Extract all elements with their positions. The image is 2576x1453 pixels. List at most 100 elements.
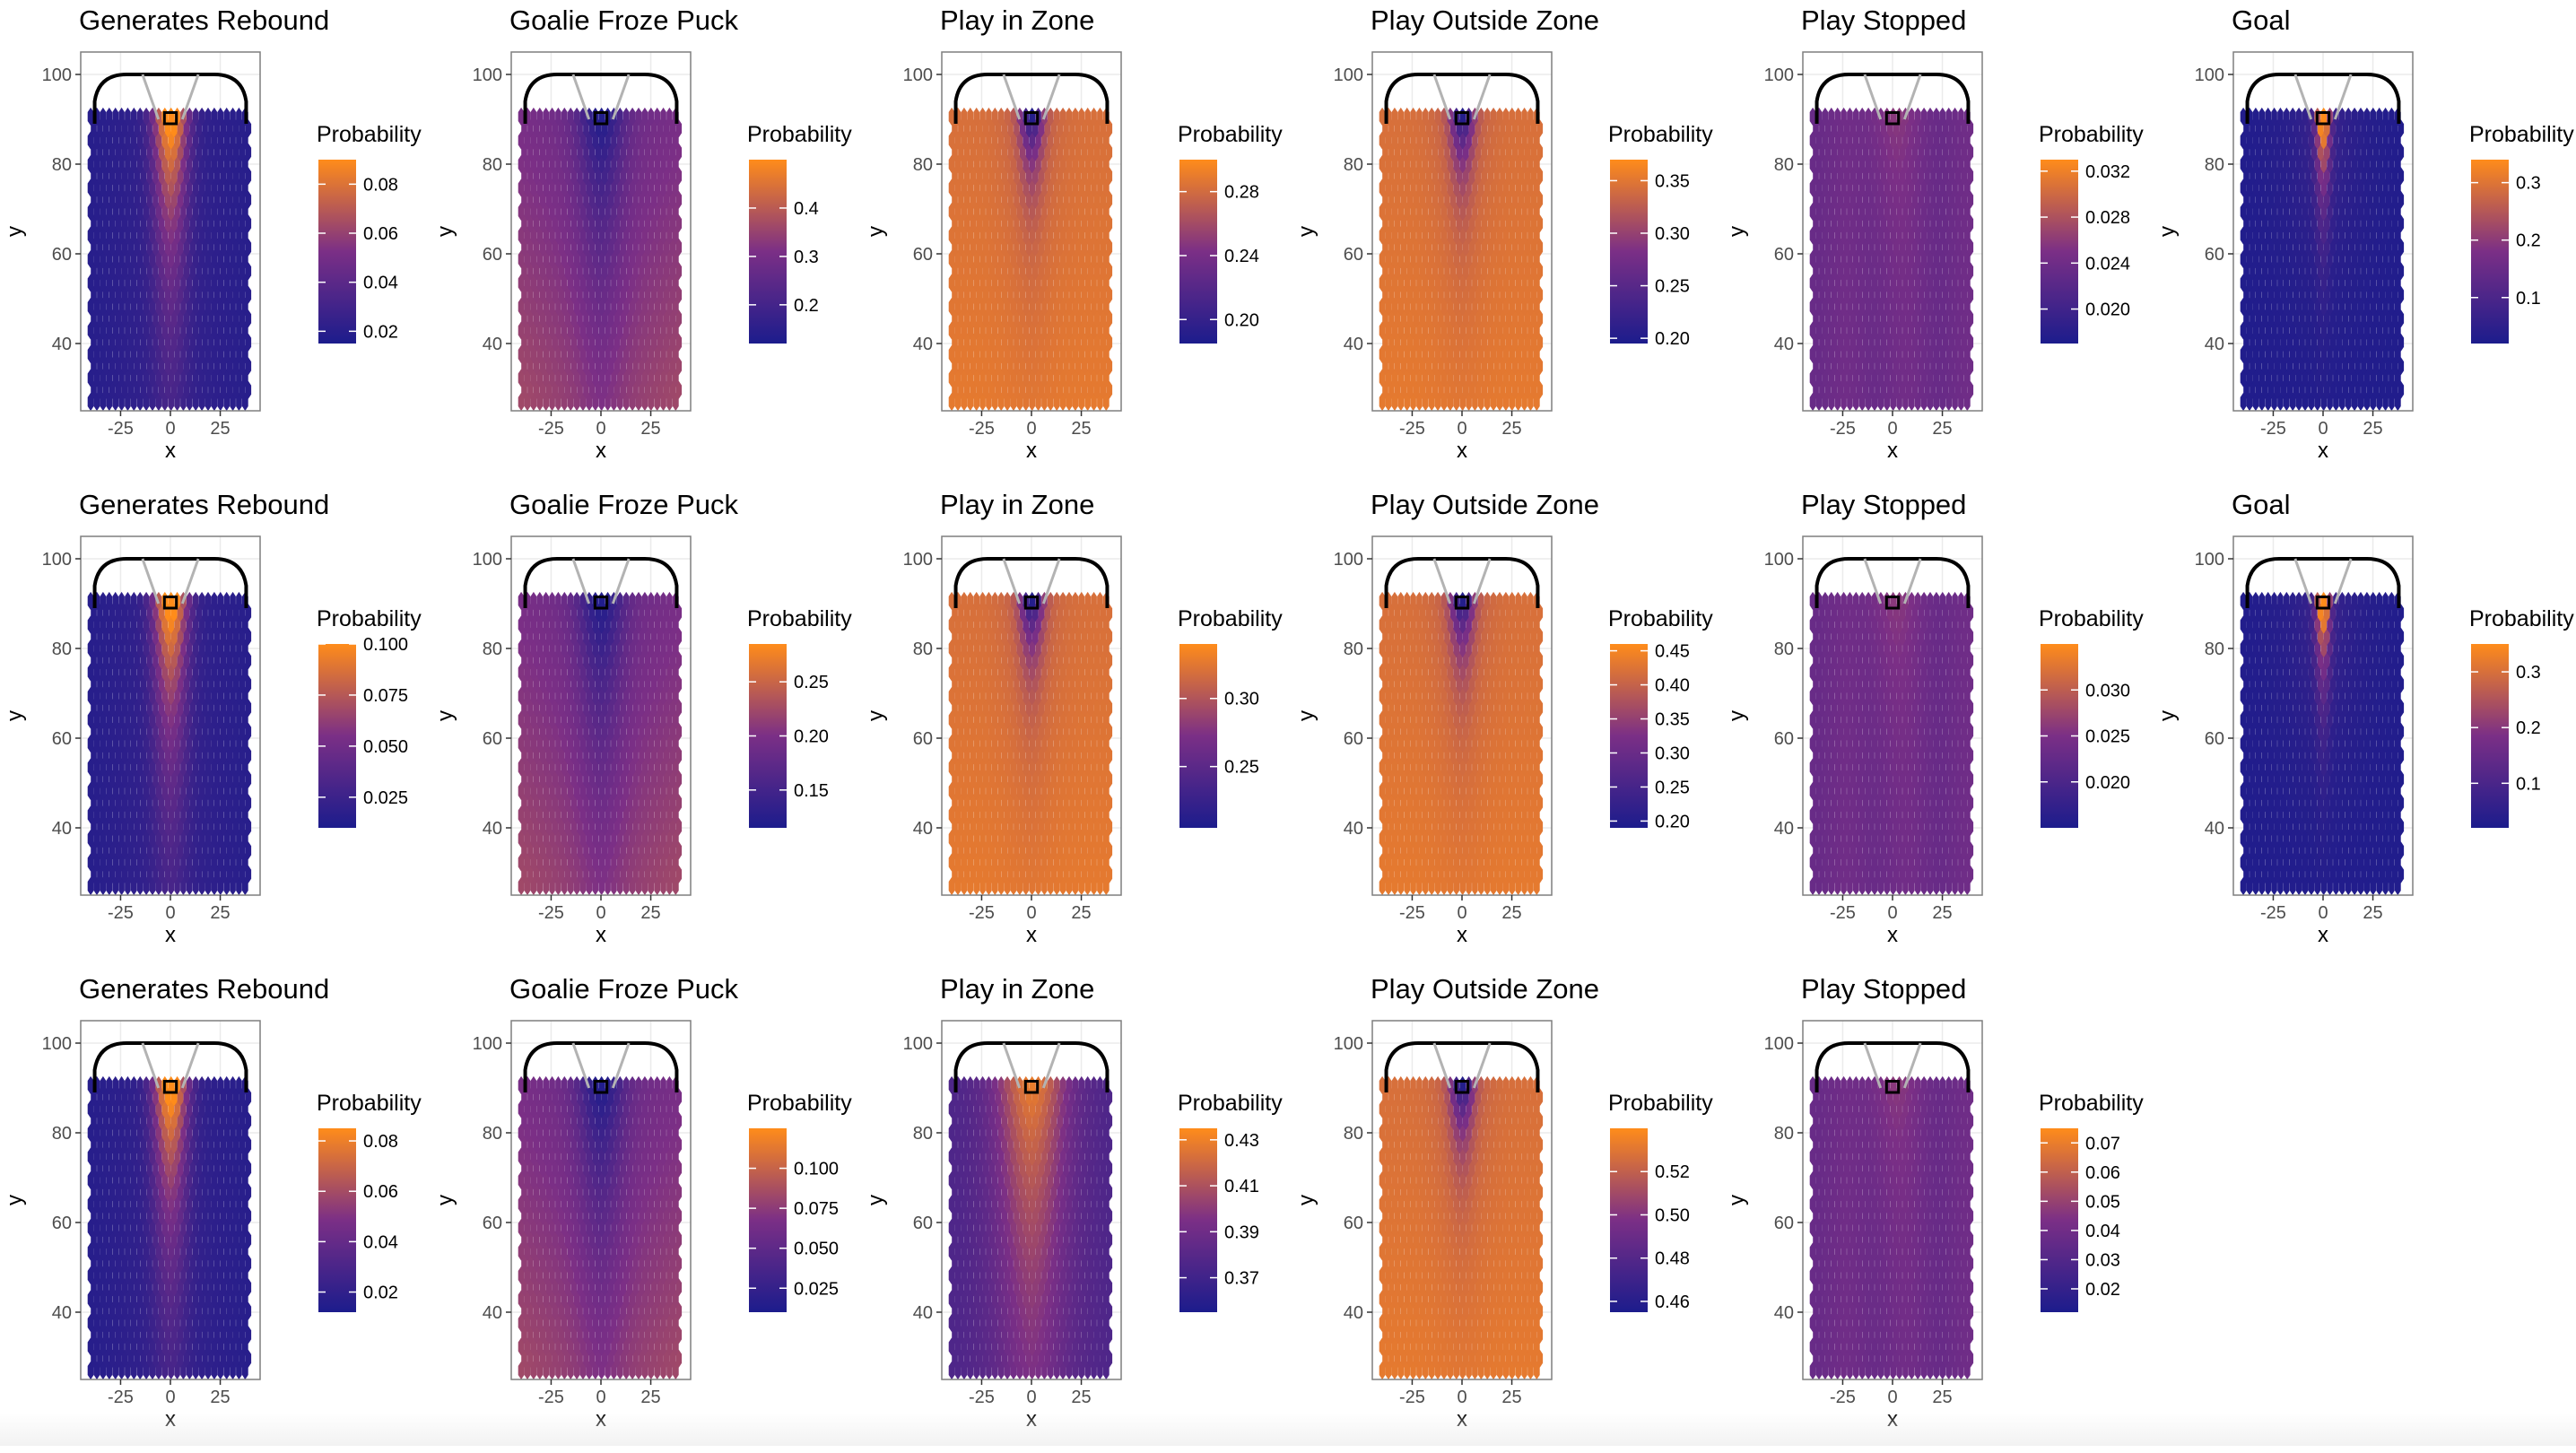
x-tick-label: 25	[210, 903, 230, 923]
legend-colorbar	[2471, 160, 2509, 344]
chart-title: Play Outside Zone	[1371, 4, 1599, 36]
y-tick-label: 100	[42, 550, 72, 570]
legend-tick-label: 0.2	[2516, 231, 2541, 251]
x-axis-label: x	[1026, 439, 1037, 463]
y-tick-label: 40	[483, 335, 502, 354]
legend-tick-label: 0.35	[1655, 171, 1690, 191]
y-tick-label: 100	[1334, 65, 1363, 85]
x-tick-label: -25	[538, 419, 564, 439]
x-tick-label: -25	[108, 419, 134, 439]
x-tick-label: 0	[165, 419, 175, 439]
y-tick-label: 80	[913, 155, 933, 175]
x-tick-label: -25	[1399, 419, 1425, 439]
legend-tick-label: 0.02	[363, 322, 398, 342]
x-tick-label: 0	[1457, 419, 1466, 439]
x-tick-label: 25	[640, 419, 660, 439]
legend-tick-label: 0.024	[2085, 254, 2130, 274]
heat-cells	[518, 592, 682, 895]
legend-tick-label: 0.100	[363, 635, 408, 655]
legend-title: Probability	[2469, 122, 2574, 147]
y-tick-label: 100	[1764, 65, 1794, 85]
y-tick-label: 40	[52, 819, 72, 839]
chart-title: Goalie Froze Puck	[509, 4, 738, 36]
legend-tick-label: 0.3	[2516, 174, 2541, 194]
y-tick-label: 60	[1774, 245, 1794, 265]
y-axis-label: y	[2155, 226, 2180, 237]
legend-title: Probability	[747, 122, 852, 147]
legend-tick-label: 0.08	[363, 175, 398, 195]
x-axis-label: x	[1887, 439, 1898, 463]
y-tick-label: 80	[1774, 155, 1794, 175]
legend-tick-label: 0.3	[794, 248, 819, 267]
heat-cells	[1379, 108, 1543, 411]
chart-title: Goalie Froze Puck	[509, 489, 738, 520]
legend-colorbar	[2041, 160, 2078, 344]
heat-cells	[88, 108, 251, 411]
y-tick-label: 80	[2205, 155, 2224, 175]
y-tick-label: 60	[2205, 245, 2224, 265]
x-tick-label: 0	[165, 903, 175, 923]
legend-colorbar	[318, 160, 356, 344]
y-tick-label: 100	[473, 65, 502, 85]
y-tick-label: 40	[913, 335, 933, 354]
x-tick-label: 25	[2363, 419, 2382, 439]
y-tick-label: 80	[1344, 155, 1363, 175]
legend-title: Probability	[317, 122, 422, 147]
y-tick-label: 100	[903, 65, 933, 85]
legend-tick-label: 0.028	[2085, 208, 2130, 228]
y-axis-label: y	[3, 710, 27, 721]
y-tick-label: 40	[1344, 335, 1363, 354]
legend-tick-label: 0.20	[1224, 310, 1259, 330]
legend-title: Probability	[2039, 122, 2144, 147]
y-axis-label: y	[1725, 226, 1749, 237]
y-axis-label: y	[1294, 226, 1318, 237]
heat-cells	[1810, 108, 1973, 411]
legend-tick-label: 0.1	[2516, 289, 2541, 309]
legend-colorbar	[1179, 160, 1217, 344]
y-tick-label: 40	[2205, 335, 2224, 354]
heat-cells	[518, 108, 682, 411]
x-tick-label: 0	[1887, 419, 1897, 439]
legend-tick-label: 0.28	[1224, 183, 1259, 203]
heat-cells	[949, 108, 1112, 411]
y-tick-label: 40	[52, 335, 72, 354]
y-tick-label: 80	[483, 155, 502, 175]
x-tick-label: 25	[1501, 419, 1521, 439]
legend-tick-label: 0.4	[794, 199, 819, 219]
heat-cells	[2241, 108, 2404, 411]
x-axis-label: x	[165, 439, 176, 463]
y-tick-label: 100	[42, 65, 72, 85]
legend-tick-label: 0.032	[2085, 162, 2130, 182]
chart-title: Play Stopped	[1801, 4, 1966, 36]
legend-tick-label: 0.050	[363, 737, 408, 757]
legend-tick-label: 0.24	[1224, 247, 1259, 266]
x-tick-label: 25	[210, 419, 230, 439]
x-axis-label: x	[165, 923, 176, 947]
chart-title: Play in Zone	[940, 4, 1094, 36]
chart-title: Goal	[2232, 4, 2290, 36]
legend-title: Probability	[1608, 122, 1713, 147]
x-tick-label: -25	[1830, 419, 1856, 439]
y-tick-label: 60	[52, 729, 72, 749]
x-tick-label: -25	[969, 419, 995, 439]
y-tick-label: 80	[52, 639, 72, 659]
legend-tick-label: 0.075	[363, 686, 408, 706]
legend-tick-label: 0.06	[363, 224, 398, 244]
x-tick-label: 0	[1026, 419, 1036, 439]
legend-title: Probability	[317, 606, 422, 631]
chart-title: Generates Rebound	[79, 489, 329, 520]
x-axis-label: x	[2318, 439, 2328, 463]
legend-colorbar	[749, 160, 787, 344]
legend-colorbar	[1610, 160, 1648, 344]
